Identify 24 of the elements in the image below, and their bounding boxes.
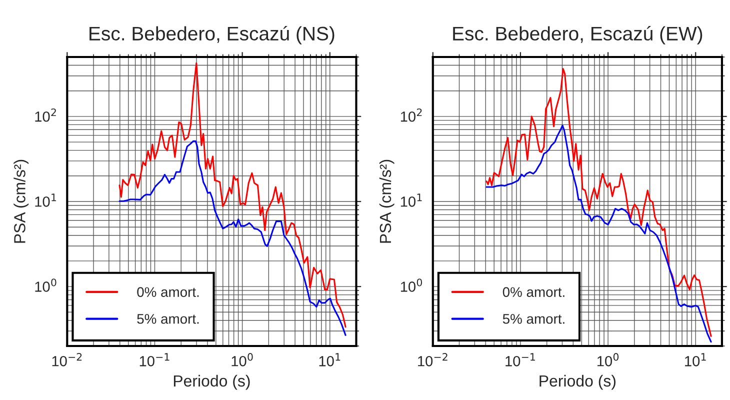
chart-title: Esc. Bebedero, Escazú (NS) bbox=[90, 26, 334, 44]
y-axis-title: PSA (cm/s²) bbox=[14, 160, 29, 243]
x-tick-label: 10$^{−2}$ bbox=[418, 353, 448, 366]
y-tick-label: 10$^{1}$ bbox=[400, 194, 422, 207]
x-axis-title: Periodo (s) bbox=[174, 374, 250, 390]
x-tick-label: 10$^{−1}$ bbox=[140, 353, 170, 366]
x-tick-label: 10$^{0}$ bbox=[597, 353, 619, 366]
x-tick-label: 10$^{−1}$ bbox=[506, 353, 535, 366]
x-tick-label: 10$^{0}$ bbox=[232, 353, 253, 366]
y-tick-label: 10$^{0}$ bbox=[35, 278, 56, 292]
x-axis-title: Periodo (s) bbox=[540, 374, 616, 390]
legend-label: 0% amort. bbox=[502, 287, 564, 297]
y-tick-label: 10$^{0}$ bbox=[400, 278, 422, 292]
legend-label: 5% amort. bbox=[502, 314, 564, 324]
legend-label: 0% amort. bbox=[137, 287, 199, 297]
y-tick-label: 10$^{1}$ bbox=[35, 194, 56, 207]
x-tick-label: 10$^{−2}$ bbox=[52, 353, 82, 366]
chart-title: Esc. Bebedero, Escazú (EW) bbox=[453, 26, 702, 44]
y-tick-label: 10$^{2}$ bbox=[35, 108, 56, 122]
y-tick-label: 10$^{2}$ bbox=[400, 108, 422, 122]
legend-label: 5% amort. bbox=[137, 314, 199, 324]
x-tick-label: 10$^{1}$ bbox=[685, 353, 706, 366]
y-axis-title: PSA (cm/s²) bbox=[379, 160, 394, 243]
x-tick-label: 10$^{1}$ bbox=[319, 353, 340, 366]
